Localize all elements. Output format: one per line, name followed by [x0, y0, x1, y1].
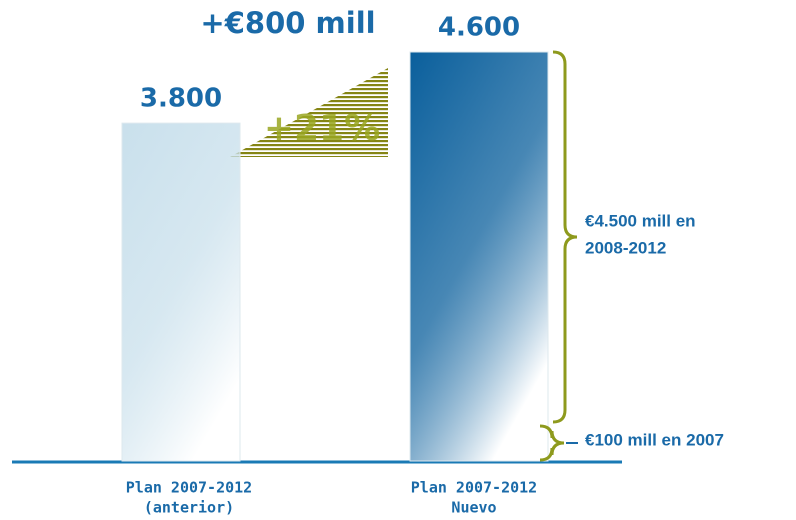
brace [539, 424, 565, 462]
x-tick-label: Plan 2007-2012 [411, 479, 537, 497]
increase-wedge [230, 68, 388, 157]
brace-upper-label: 2008-2012 [585, 238, 666, 257]
bar [121, 122, 241, 462]
x-tick-label: Plan 2007-2012 [126, 479, 252, 497]
brace-lower-label: €100 mill en 2007 [585, 430, 724, 449]
percent-annotation: +21% [264, 108, 380, 149]
brace [552, 50, 578, 424]
value-label: 4.600 [438, 13, 520, 43]
increase-annotation: +€800 mill [200, 6, 375, 40]
bar [409, 51, 549, 462]
x-tick-label: (anterior) [144, 499, 234, 517]
brace-upper-label: €4.500 mill en [585, 211, 696, 230]
x-tick-label: Nuevo [451, 499, 496, 517]
value-label: 3.800 [140, 84, 222, 114]
